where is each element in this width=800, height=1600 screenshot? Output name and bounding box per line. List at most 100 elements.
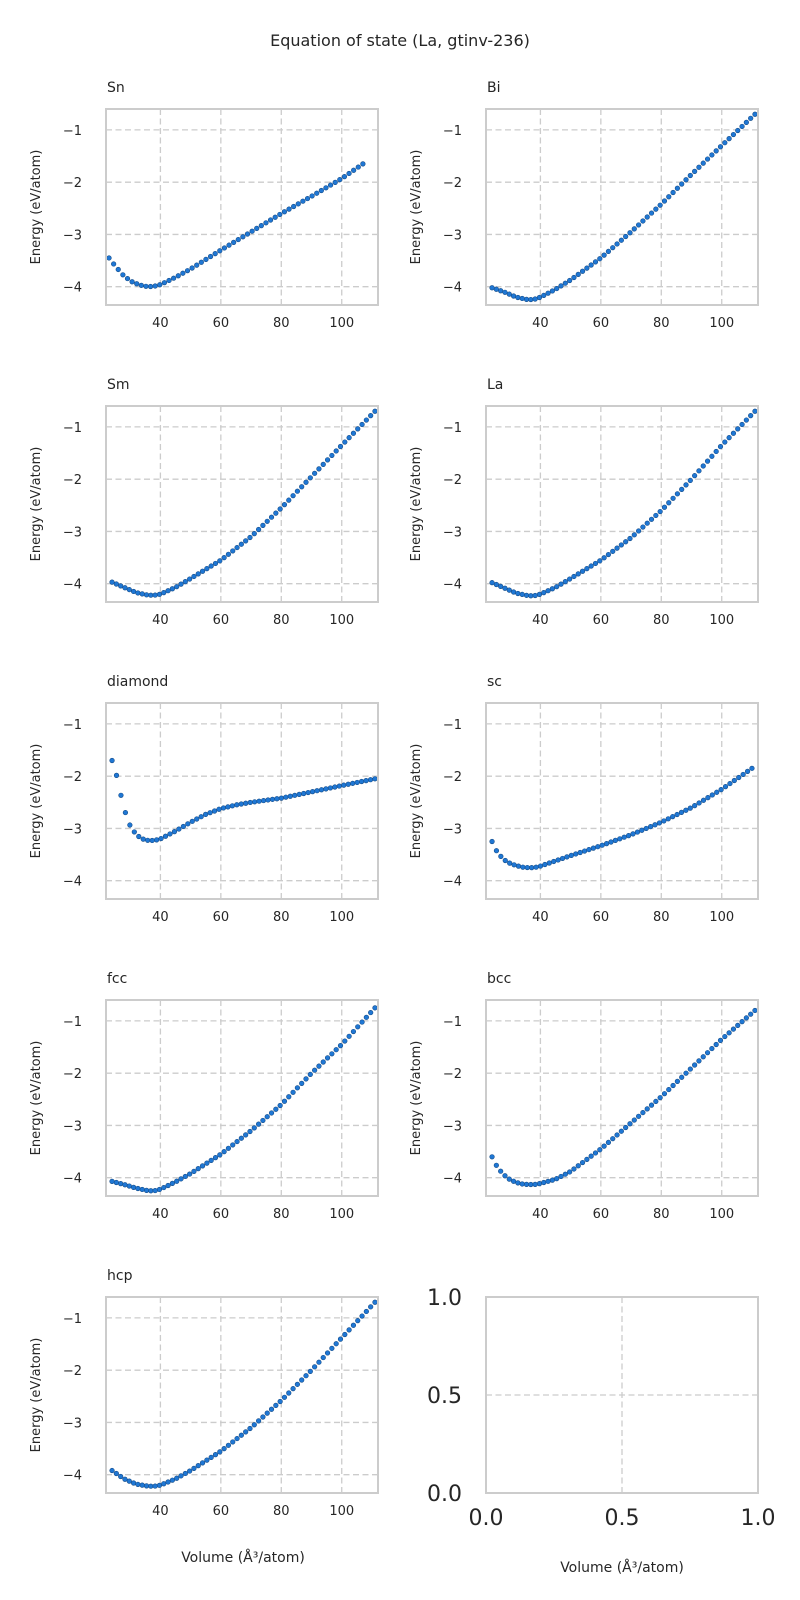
data-point [256, 526, 262, 533]
data-point [135, 1185, 141, 1192]
data-point [195, 1166, 201, 1172]
y-tick-label: −2 [63, 770, 82, 785]
data-point [139, 1482, 145, 1488]
data-point [182, 578, 188, 585]
data-point [661, 198, 668, 204]
data-point [709, 152, 715, 158]
data-point [489, 580, 495, 586]
data-point [657, 202, 663, 208]
data-point [135, 590, 141, 596]
y-axis-label: Energy (eV/atom) [409, 150, 424, 265]
data-point [273, 1106, 279, 1112]
data-point [519, 295, 525, 302]
data-point [683, 482, 689, 488]
data-point [532, 1181, 538, 1187]
y-axis-label: Energy (eV/atom) [409, 447, 424, 562]
x-tick-label: 1.0 [741, 1506, 776, 1531]
data-point [666, 1086, 672, 1093]
data-point [249, 228, 255, 234]
data-point [156, 1186, 163, 1193]
x-tick-label: 40 [532, 613, 549, 628]
data-point [122, 585, 128, 591]
data-point [515, 590, 521, 597]
data-point [195, 1463, 201, 1469]
data-point [154, 837, 160, 843]
data-point [623, 233, 629, 240]
y-tick-label: −4 [443, 875, 462, 890]
data-point [252, 799, 258, 805]
panels: 40 60 80 100 −1 −2 −3 −4 Sn Energy (eV/atom) 40 60 8… [29, 80, 776, 1531]
data-point [502, 585, 508, 591]
data-point [579, 1159, 586, 1166]
data-point [156, 591, 163, 597]
data-point [324, 457, 331, 463]
data-point [109, 1467, 115, 1474]
data-point [355, 1318, 361, 1324]
data-point [134, 281, 140, 287]
panel-Sn: 40 60 80 100 −1 −2 −3 −4 Sn Energy (eV/atom) [29, 80, 379, 331]
data-point [139, 1186, 145, 1193]
axes-frame [105, 702, 379, 900]
data-point [623, 539, 629, 545]
data-point [665, 816, 671, 822]
data-point [264, 518, 270, 524]
y-tick-label: −4 [443, 1172, 462, 1187]
data-point [700, 463, 706, 469]
x-tick-label: 100 [329, 613, 354, 628]
data-point [277, 506, 283, 512]
data-point [515, 294, 521, 301]
panel-Bi: 40 60 80 100 −1 −2 −3 −4 Bi Energy (eV/atom) [409, 80, 759, 331]
data-point [118, 583, 124, 589]
data-point [307, 1071, 313, 1078]
data-point [567, 1169, 573, 1175]
data-point [519, 1181, 525, 1187]
data-point [595, 844, 601, 850]
data-point [277, 1102, 283, 1109]
x-tick-label: 60 [213, 1207, 230, 1222]
data-point [167, 831, 173, 837]
data-point [493, 581, 499, 588]
data-point [555, 857, 561, 863]
data-point [554, 285, 560, 292]
y-axis-label: Energy (eV/atom) [29, 447, 44, 562]
data-point [286, 206, 292, 212]
data-point [652, 822, 658, 828]
x-tick-label: 60 [593, 613, 610, 628]
data-point [368, 1304, 374, 1310]
data-point [148, 1483, 154, 1489]
x-tick-label: 80 [653, 613, 670, 628]
data-point [493, 286, 499, 292]
data-point [199, 568, 206, 574]
data-point [295, 201, 301, 207]
y-tick-label: −1 [63, 124, 82, 139]
data-point [631, 226, 637, 232]
data-point [730, 131, 737, 138]
data-point [251, 530, 257, 537]
data-point [120, 272, 126, 278]
x-tick-label: 100 [709, 910, 734, 925]
y-tick-label: −4 [63, 578, 82, 593]
data-point [225, 551, 232, 557]
y-tick-label: −4 [63, 1469, 82, 1484]
data-point [148, 1188, 154, 1194]
data-point [670, 814, 676, 820]
data-point [243, 1132, 249, 1138]
data-point [502, 857, 508, 864]
data-point [612, 837, 618, 844]
data-point [559, 855, 566, 862]
data-point [618, 542, 624, 548]
data-point [191, 1465, 197, 1471]
data-point [610, 245, 616, 251]
data-point [238, 1135, 244, 1141]
data-point [674, 185, 680, 191]
data-point [692, 803, 698, 809]
data-point [532, 296, 538, 302]
data-point [212, 251, 218, 257]
data-point [312, 1364, 318, 1370]
data-point [704, 1050, 711, 1056]
data-point [603, 840, 610, 847]
data-point [730, 1026, 737, 1032]
data-point [601, 1143, 607, 1149]
panel-title: La [487, 377, 503, 393]
data-point [709, 1045, 715, 1052]
